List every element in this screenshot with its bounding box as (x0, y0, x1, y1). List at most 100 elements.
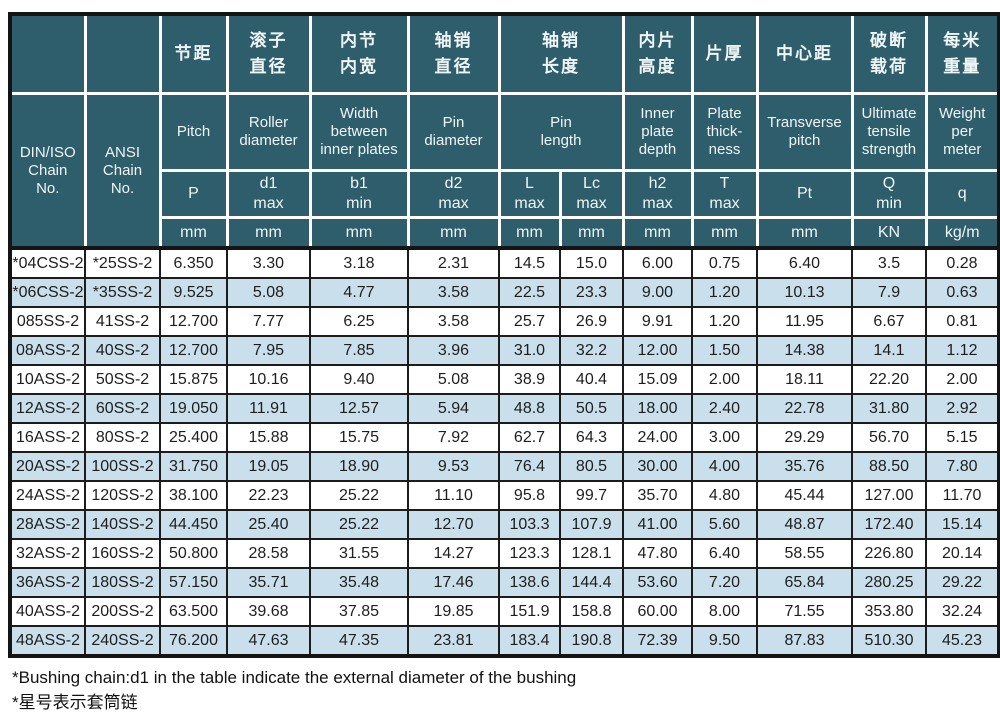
unit-cell-kn: KN (850, 216, 928, 250)
table-cell: 35.48 (309, 567, 409, 598)
table-cell: 2.40 (691, 393, 758, 424)
table-cell: 2.00 (691, 364, 758, 395)
table-cell: 183.4 (498, 625, 561, 657)
table-cell: 15.75 (309, 422, 409, 453)
table-cell: 20.14 (925, 538, 1000, 569)
table-cell: 0.63 (925, 277, 1000, 308)
table-cell: 0.28 (925, 246, 1000, 279)
table-row: 10ASS-2 50SS-2 15.875 10.16 9.40 5.08 38.9 40.4… (9, 364, 1000, 395)
table-cell: 48.87 (756, 509, 853, 540)
table-cell: 5.94 (407, 393, 500, 424)
table-cell: 41.00 (622, 509, 693, 540)
table-cell: 25.40 (226, 509, 311, 540)
unit-cell: mm (308, 216, 410, 250)
table-cell: 71.55 (756, 596, 853, 627)
table-row: 085SS-2 41SS-2 12.700 7.77 6.25 3.58 25.7 26.9 9… (9, 306, 1000, 337)
col-header-en-pitch: Pitch (158, 92, 229, 172)
table-cell: 26.9 (559, 306, 624, 337)
table-cell: 35.70 (622, 480, 693, 511)
table-cell: 2.92 (925, 393, 1000, 424)
table-cell: 22.5 (498, 277, 561, 308)
table-cell: *04CSS-2 (9, 246, 86, 279)
unit-cell: mm (158, 216, 229, 250)
symbol-d1-max: d1 max (225, 169, 312, 219)
table-cell: 9.525 (159, 277, 228, 308)
symbol-d2-max: d2 max (406, 169, 501, 219)
table-cell: 14.5 (498, 246, 561, 279)
col-header-ansi: ANSI Chain No. (83, 92, 162, 250)
col-header-cn-plate-depth: 内片 高度 (621, 12, 694, 95)
table-cell: 8.00 (691, 596, 758, 627)
table-cell: 11.95 (756, 306, 853, 337)
table-cell: 45.23 (925, 625, 1000, 657)
table-cell: 9.50 (691, 625, 758, 657)
table-cell: 3.58 (407, 306, 500, 337)
table-cell: 2.00 (925, 364, 1000, 395)
col-header-cn-inner-width: 内节 内宽 (308, 12, 410, 95)
table-cell: 18.11 (756, 364, 853, 395)
table-cell: 64.3 (559, 422, 624, 453)
table-cell: 1.50 (691, 335, 758, 366)
table-cell: 47.35 (309, 625, 409, 657)
table-cell: 50SS-2 (84, 364, 161, 395)
table-cell: 14.1 (851, 335, 927, 366)
table-cell: 3.30 (226, 246, 311, 279)
table-cell: 226.80 (851, 538, 927, 569)
table-cell: 40ASS-2 (9, 596, 86, 627)
table-cell: 280.25 (851, 567, 927, 598)
table-cell: 19.05 (226, 451, 311, 482)
unit-cell: mm (755, 216, 854, 250)
unit-cell-kgm: kg/m (924, 216, 1000, 250)
table-cell: 0.81 (925, 306, 1000, 337)
table-cell: 32ASS-2 (9, 538, 86, 569)
table-row: 08ASS-2 40SS-2 12.700 7.95 7.85 3.96 31.0 32.2 1… (9, 335, 1000, 366)
table-cell: 510.30 (851, 625, 927, 657)
table-cell: 3.58 (407, 277, 500, 308)
col-header-cn-roller-diameter: 滚子 直径 (225, 12, 312, 95)
table-cell: 38.100 (159, 480, 228, 511)
table-cell: 12.57 (309, 393, 409, 424)
table-cell: 50.5 (559, 393, 624, 424)
table-cell: 120SS-2 (84, 480, 161, 511)
table-cell: 20ASS-2 (9, 451, 86, 482)
table-cell: 10.16 (226, 364, 311, 395)
table-cell: 10ASS-2 (9, 364, 86, 395)
table-cell: 100SS-2 (84, 451, 161, 482)
table-cell: 31.750 (159, 451, 228, 482)
table-cell: 58.55 (756, 538, 853, 569)
table-body: *04CSS-2 *25SS-2 6.350 3.30 3.18 2.31 14.5 15.0… (9, 246, 1000, 657)
table-cell: 353.80 (851, 596, 927, 627)
table-cell: 76.4 (498, 451, 561, 482)
table-row: 24ASS-2 120SS-2 38.100 22.23 25.22 11.10 95.8 9… (9, 480, 1000, 511)
corner-cell-din (8, 12, 87, 95)
table-cell: 65.84 (756, 567, 853, 598)
symbol-q: q (924, 169, 1000, 219)
table-cell: 12.700 (159, 335, 228, 366)
table-header: 节距 滚子 直径 内节 内宽 轴销 直径 轴销 长度 内片 高度 片厚 中心距 … (8, 12, 1000, 250)
table-cell: 15.09 (622, 364, 693, 395)
footnote-english: *Bushing chain:d1 in the table indicate … (12, 668, 577, 687)
table-cell: 5.60 (691, 509, 758, 540)
table-cell: 80SS-2 (84, 422, 161, 453)
table-cell: *25SS-2 (84, 246, 161, 279)
symbol-h2-max: h2 max (621, 169, 694, 219)
table-cell: 6.350 (159, 246, 228, 279)
col-header-en-tensile-strength: Ultimate tensile strength (850, 92, 928, 172)
table-cell: 88.50 (851, 451, 927, 482)
table-cell: 23.3 (559, 277, 624, 308)
table-cell: 127.00 (851, 480, 927, 511)
table-cell: 08ASS-2 (9, 335, 86, 366)
table-cell: 7.92 (407, 422, 500, 453)
table-cell: 9.40 (309, 364, 409, 395)
table-cell: 15.0 (559, 246, 624, 279)
table-cell: 25.22 (309, 509, 409, 540)
unit-cell: mm (406, 216, 501, 250)
table-cell: 180SS-2 (84, 567, 161, 598)
table-cell: 18.00 (622, 393, 693, 424)
table-cell: 47.80 (622, 538, 693, 569)
table-cell: 32.2 (559, 335, 624, 366)
table-cell: 5.08 (407, 364, 500, 395)
footnote-chinese: *星号表示套筒链 (12, 693, 138, 712)
table-cell: 200SS-2 (84, 596, 161, 627)
table-cell: 9.53 (407, 451, 500, 482)
